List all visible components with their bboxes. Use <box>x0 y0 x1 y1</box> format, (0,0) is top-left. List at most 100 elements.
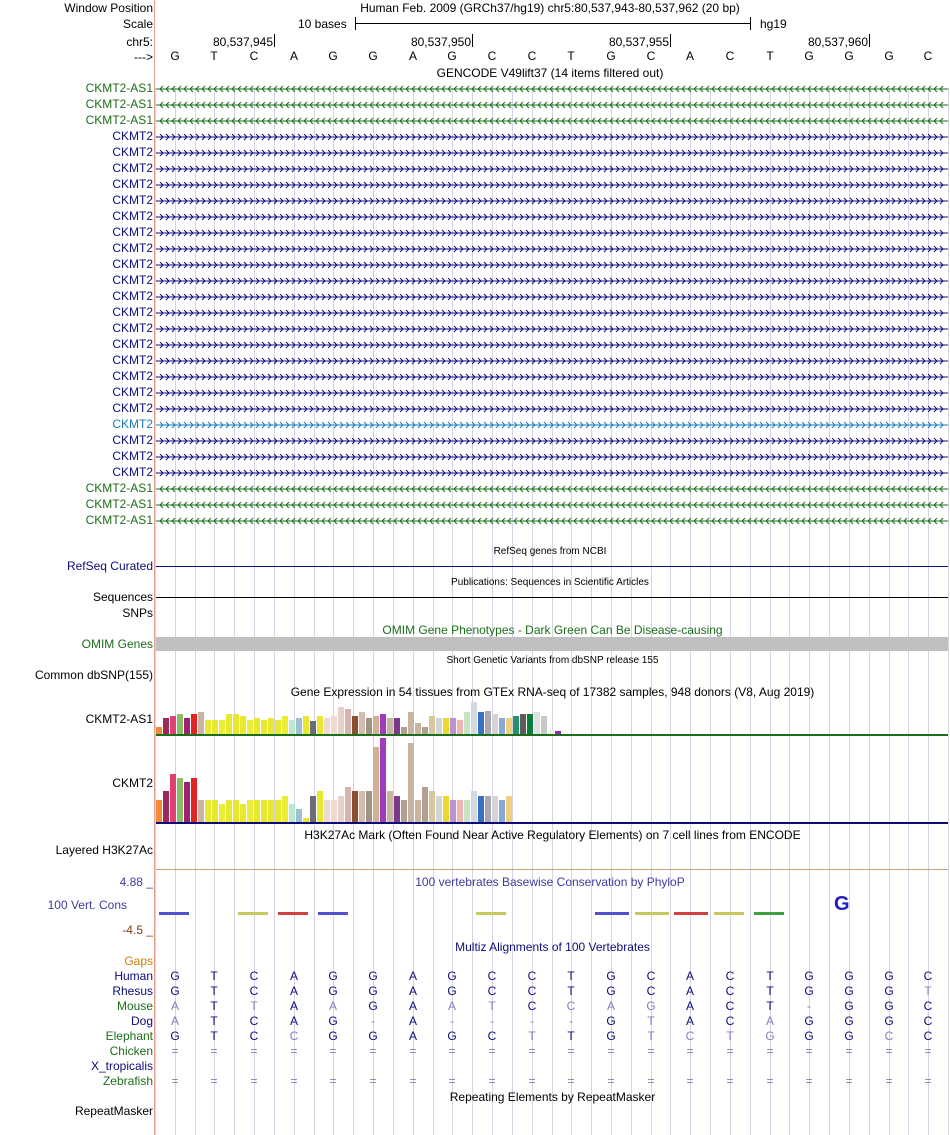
gtex-tissue-bar[interactable] <box>324 718 330 734</box>
gtex-tissue-bar[interactable] <box>345 709 351 734</box>
gtex-tissue-bar[interactable] <box>471 791 477 822</box>
gencode-transcript[interactable] <box>156 260 948 270</box>
gencode-transcript[interactable] <box>156 292 948 302</box>
gtex-tissue-bar[interactable] <box>457 720 463 734</box>
gtex-tissue-bar[interactable] <box>373 716 379 734</box>
gtex-tissue-bar[interactable] <box>555 731 561 734</box>
gtex-tissue-bar[interactable] <box>506 718 512 734</box>
gtex-tissue-bar[interactable] <box>191 714 197 734</box>
gencode-row-label[interactable]: CKMT2 <box>112 241 153 255</box>
gtex-tissue-bar[interactable] <box>184 718 190 734</box>
gtex-tissue-bar[interactable] <box>268 800 274 822</box>
gencode-transcript[interactable] <box>156 164 948 174</box>
gencode-transcript[interactable] <box>156 100 948 110</box>
species-label[interactable]: Chicken <box>109 1044 153 1058</box>
gtex-tissue-bar[interactable] <box>226 714 232 734</box>
gencode-row-label[interactable]: CKMT2 <box>112 209 153 223</box>
gencode-transcript[interactable] <box>156 468 948 478</box>
gencode-row-label[interactable]: CKMT2 <box>112 353 153 367</box>
cons-label[interactable]: 100 Vert. Cons <box>47 898 127 912</box>
gtex-tissue-bar[interactable] <box>520 714 526 734</box>
gtex-tissue-bar[interactable] <box>205 720 211 734</box>
gencode-row-label[interactable]: CKMT2-AS1 <box>85 113 153 127</box>
gtex-tissue-bar[interactable] <box>464 712 470 734</box>
gencode-row-label[interactable]: CKMT2 <box>112 433 153 447</box>
gtex-tissue-bar[interactable] <box>548 730 554 734</box>
gtex-tissue-bar[interactable] <box>387 791 393 822</box>
gencode-transcript[interactable] <box>156 276 948 286</box>
species-label[interactable]: Rhesus <box>112 984 153 998</box>
gtex-tissue-bar[interactable] <box>338 707 344 734</box>
gtex-tissue-bar[interactable] <box>359 712 365 734</box>
gtex-tissue-bar[interactable] <box>408 743 414 822</box>
gtex-tissue-bar[interactable] <box>170 774 176 822</box>
omim-track-bar[interactable] <box>156 637 948 651</box>
gtex-tissue-bar[interactable] <box>289 804 295 822</box>
gtex-tissue-bar[interactable] <box>429 716 435 734</box>
gencode-transcript[interactable] <box>156 420 948 430</box>
gencode-transcript[interactable] <box>156 500 948 510</box>
gtex-tissue-bar[interactable] <box>422 787 428 822</box>
gtex-tissue-bar[interactable] <box>394 796 400 822</box>
gtex-tissue-bar[interactable] <box>282 716 288 734</box>
gencode-row-label[interactable]: CKMT2 <box>112 385 153 399</box>
gtex-tissue-bar[interactable] <box>541 716 547 734</box>
gtex-tissue-bar[interactable] <box>422 727 428 734</box>
gtex-tissue-bar[interactable] <box>380 714 386 734</box>
gencode-transcript[interactable] <box>156 116 948 126</box>
gtex-tissue-bar[interactable] <box>471 702 477 734</box>
gtex-tissue-bar[interactable] <box>443 718 449 734</box>
gtex-tissue-bar[interactable] <box>401 800 407 822</box>
gencode-transcript[interactable] <box>156 340 948 350</box>
omim-label[interactable]: OMIM Genes <box>81 637 153 651</box>
gencode-transcript[interactable] <box>156 308 948 318</box>
h3k27ac-label[interactable]: Layered H3K27Ac <box>55 843 153 857</box>
gtex-tissue-bar[interactable] <box>247 720 253 734</box>
gtex-tissue-bar[interactable] <box>254 800 260 822</box>
repeatmasker-label[interactable]: RepeatMasker <box>74 1104 153 1118</box>
gtex-tissue-bar[interactable] <box>373 747 379 822</box>
gtex-tissue-bar[interactable] <box>513 716 519 734</box>
gtex-tissue-bar[interactable] <box>408 712 414 734</box>
gtex-tissue-bar[interactable] <box>163 718 169 734</box>
gtex-tissue-bar[interactable] <box>415 800 421 822</box>
gencode-transcript[interactable] <box>156 356 948 366</box>
gtex-tissue-bar[interactable] <box>450 718 456 734</box>
species-label[interactable]: Elephant <box>105 1029 153 1043</box>
gencode-row-label[interactable]: CKMT2-AS1 <box>85 497 153 511</box>
gencode-transcript[interactable] <box>156 132 948 142</box>
gtex-tissue-bar[interactable] <box>198 800 204 822</box>
gencode-row-label[interactable]: CKMT2-AS1 <box>85 513 153 527</box>
gencode-transcript[interactable] <box>156 148 948 158</box>
gtex-tissue-bar[interactable] <box>212 720 218 734</box>
gtex-tissue-bar[interactable] <box>499 800 505 822</box>
gtex-tissue-bar[interactable] <box>275 720 281 734</box>
gencode-row-label[interactable]: CKMT2-AS1 <box>85 481 153 495</box>
gencode-transcript[interactable] <box>156 84 948 94</box>
gtex-gene2-label[interactable]: CKMT2 <box>112 776 153 790</box>
gtex-tissue-bar[interactable] <box>366 791 372 822</box>
gencode-row-label[interactable]: CKMT2 <box>112 193 153 207</box>
gtex-tissue-bar[interactable] <box>156 727 162 734</box>
dbsnp-label[interactable]: Common dbSNP(155) <box>34 668 153 682</box>
gtex-tissue-bar[interactable] <box>394 718 400 734</box>
gtex-tissue-bar[interactable] <box>226 800 232 822</box>
gtex-tissue-bar[interactable] <box>282 796 288 822</box>
gencode-row-label[interactable]: CKMT2 <box>112 465 153 479</box>
gtex-tissue-bar[interactable] <box>275 800 281 822</box>
gtex-tissue-bar[interactable] <box>170 716 176 734</box>
species-label[interactable]: Zebrafish <box>102 1074 153 1088</box>
publications-track-line[interactable] <box>156 597 948 598</box>
gtex-tissue-bar[interactable] <box>401 727 407 734</box>
gencode-row-label[interactable]: CKMT2 <box>112 257 153 271</box>
gencode-transcript[interactable] <box>156 404 948 414</box>
gtex-tissue-bar[interactable] <box>268 718 274 734</box>
gencode-row-label[interactable]: CKMT2 <box>112 289 153 303</box>
gtex-tissue-bar[interactable] <box>429 791 435 822</box>
gencode-row-label[interactable]: CKMT2 <box>112 273 153 287</box>
gtex-tissue-bar[interactable] <box>450 800 456 822</box>
refseq-label[interactable]: RefSeq Curated <box>66 559 153 573</box>
gencode-row-label[interactable]: CKMT2 <box>112 321 153 335</box>
gtex-tissue-bar[interactable] <box>233 714 239 734</box>
